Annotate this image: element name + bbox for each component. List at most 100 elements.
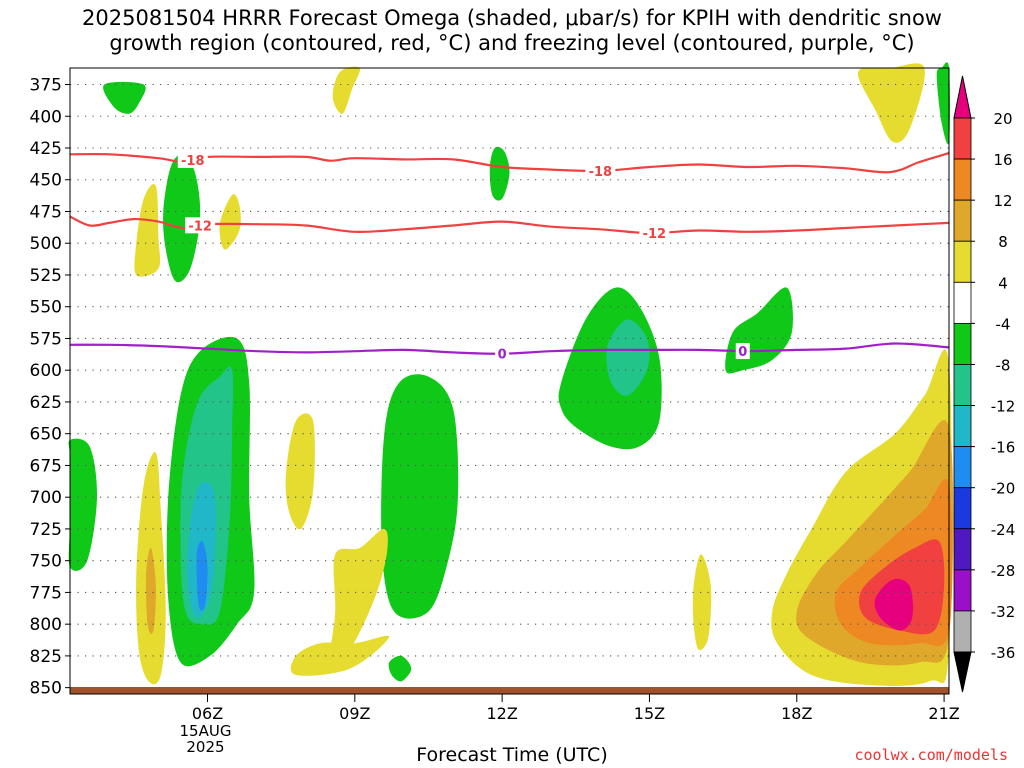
y-tick-label: 800 <box>30 615 62 635</box>
omega-region <box>381 374 459 619</box>
x-tick-sublabel: 15AUG <box>180 722 232 740</box>
title-line-1: 2025081504 HRRR Forecast Omega (shaded, … <box>82 6 942 30</box>
colorbar-bin <box>953 487 972 530</box>
contour-label: -12 <box>643 227 667 242</box>
omega-region <box>329 528 388 665</box>
colorbar-label: -36 <box>991 644 1016 662</box>
colorbar-label: -24 <box>991 521 1016 539</box>
omega-region <box>489 146 510 201</box>
colorbar-bin <box>953 199 972 242</box>
temperature-contours: -18 -18 -12 -12 0 0 <box>69 151 950 363</box>
y-axis: 375 400 425 450 475 500 525 550 575 600 625 650 675 7… <box>30 76 70 699</box>
contour-label: 0 <box>738 345 747 360</box>
colorbar-bin <box>953 281 972 324</box>
contour-label-bg <box>177 151 208 168</box>
contour-label: -18 <box>589 165 613 180</box>
x-tick-label: 09Z <box>339 704 370 723</box>
y-tick-label: 475 <box>30 202 62 222</box>
contour-label: -12 <box>188 219 212 234</box>
y-tick-label: 400 <box>30 107 62 127</box>
colorbar-label: 8 <box>998 233 1008 251</box>
colorbar-bin <box>953 322 972 365</box>
omega-region <box>692 554 712 651</box>
y-tick-label: 600 <box>30 361 62 381</box>
y-tick-label: 425 <box>30 139 62 159</box>
y-tick-label: 450 <box>30 171 62 191</box>
y-tick-label: 725 <box>30 520 62 540</box>
colorbar-label: -28 <box>991 562 1016 580</box>
colorbar-label: -16 <box>991 439 1016 457</box>
colorbar-bin <box>953 569 972 612</box>
contour-label: -18 <box>181 154 205 169</box>
contour-label-bg <box>495 345 510 362</box>
omega-region <box>606 319 650 396</box>
omega-region <box>163 154 201 283</box>
colorbar-label: 12 <box>993 192 1012 210</box>
y-tick-label: 825 <box>30 647 62 667</box>
x-tick-label: 12Z <box>486 704 517 723</box>
omega-shading <box>68 62 954 686</box>
colorbar-cap-top <box>953 75 972 119</box>
colorbar-bin <box>953 117 972 160</box>
contour-label-bg <box>639 224 670 241</box>
omega-region <box>725 287 793 374</box>
colorbar-cap-bottom <box>953 651 972 693</box>
title-line-2: growth region (contoured, red, °C) and f… <box>109 31 915 55</box>
omega-region <box>196 541 208 611</box>
colorbar-bin <box>953 446 972 489</box>
y-tick-label: 675 <box>30 456 62 476</box>
x-tick-label: 18Z <box>781 704 812 723</box>
x-axis-label: Forecast Time (UTC) <box>416 744 608 766</box>
colorbar-label: -32 <box>991 603 1016 621</box>
x-tick-label: 06Z <box>192 704 223 723</box>
contour-label-bg <box>735 343 750 360</box>
y-tick-label: 750 <box>30 552 62 572</box>
credit-link[interactable]: coolwx.com/models <box>854 746 1008 764</box>
omega-region <box>68 438 98 571</box>
chart-title: 2025081504 HRRR Forecast Omega (shaded, … <box>0 6 1024 56</box>
colorbar-label: -20 <box>991 480 1016 498</box>
ground-strip <box>70 687 949 694</box>
colorbar-bin <box>953 405 972 448</box>
colorbar-bin <box>953 528 972 571</box>
y-tick-label: 775 <box>30 583 62 603</box>
y-tick-label: 650 <box>30 425 62 445</box>
plot-frame <box>69 67 950 695</box>
colorbar-label: 20 <box>993 110 1012 128</box>
omega-region <box>332 66 361 114</box>
y-tick-label: 575 <box>30 329 62 349</box>
y-tick-label: 525 <box>30 266 62 286</box>
y-tick-label: 625 <box>30 393 62 413</box>
omega-region <box>874 578 913 631</box>
colorbar-label: -8 <box>996 356 1011 374</box>
y-tick-label: 850 <box>30 679 62 699</box>
y-tick-label: 550 <box>30 298 62 318</box>
x-tick-sublabel: 2025 <box>186 738 224 756</box>
colorbar-label: -4 <box>996 315 1011 333</box>
omega-region <box>388 655 412 682</box>
colorbar-label: -12 <box>991 398 1016 416</box>
colorbar-bin <box>953 158 972 201</box>
colorbar-bin <box>953 364 972 406</box>
y-tick-label: 500 <box>30 234 62 254</box>
contour-line <box>69 215 950 235</box>
x-tick-label: 15Z <box>634 704 665 723</box>
colorbar-bin <box>953 240 972 283</box>
colorbar-label: 4 <box>998 274 1008 292</box>
omega-region <box>103 81 146 114</box>
colorbar: 20 16 12 8 4 -4 -8 -12 -16 -20 -24 -28 -32 -36 <box>953 75 1016 693</box>
omega-region <box>285 413 315 530</box>
omega-region <box>134 184 161 277</box>
omega-region <box>219 194 241 250</box>
contour-label-bg <box>185 217 216 234</box>
colorbar-bin <box>953 610 972 653</box>
y-tick-label: 375 <box>30 76 62 96</box>
omega-region <box>145 547 156 634</box>
colorbar-label: 16 <box>993 151 1012 169</box>
x-tick-label: 21Z <box>928 704 959 723</box>
contour-label: 0 <box>498 348 507 363</box>
contour-label-bg <box>585 162 616 179</box>
omega-region <box>857 63 925 143</box>
